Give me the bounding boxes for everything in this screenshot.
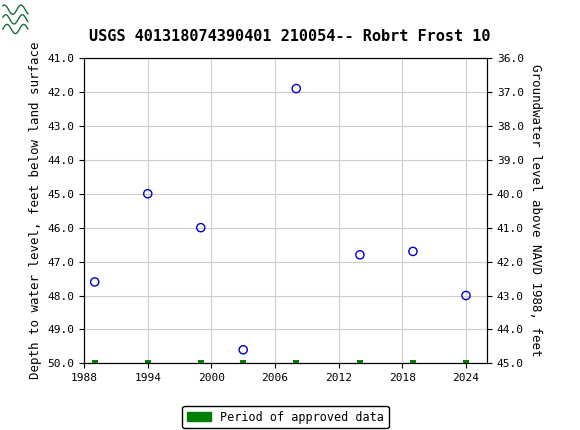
Point xyxy=(196,224,205,231)
Legend: Period of approved data: Period of approved data xyxy=(183,406,389,428)
Text: USGS: USGS xyxy=(32,12,79,27)
Y-axis label: Groundwater level above NAVD 1988, feet: Groundwater level above NAVD 1988, feet xyxy=(530,64,542,357)
Point xyxy=(143,190,153,197)
Point xyxy=(292,85,301,92)
Point xyxy=(461,292,470,299)
Point xyxy=(356,252,365,258)
Y-axis label: Depth to water level, feet below land surface: Depth to water level, feet below land su… xyxy=(29,42,42,379)
Point xyxy=(408,248,418,255)
Point xyxy=(90,279,99,286)
Bar xyxy=(3,3,61,36)
Point xyxy=(238,346,248,353)
Text: USGS 401318074390401 210054-- Robrt Frost 10: USGS 401318074390401 210054-- Robrt Fros… xyxy=(89,29,491,44)
